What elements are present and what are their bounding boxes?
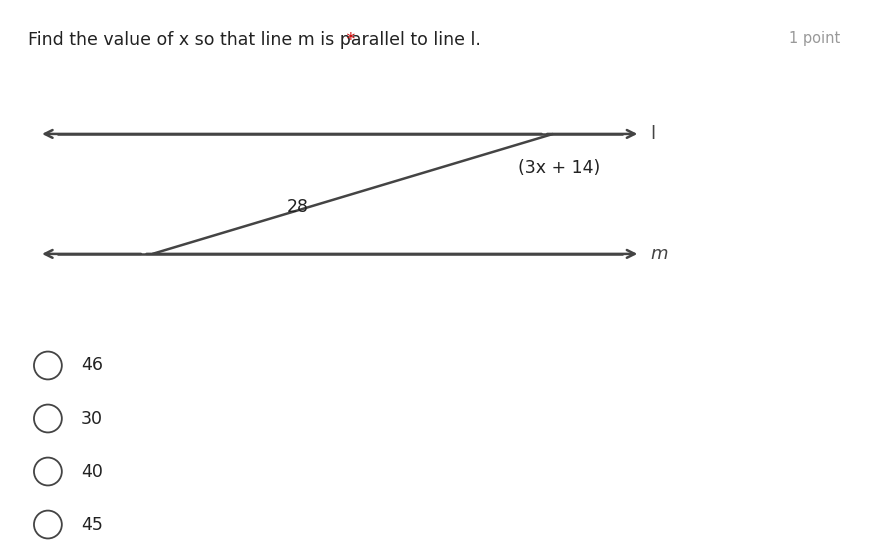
Text: l: l: [651, 125, 656, 143]
Text: 28: 28: [287, 198, 308, 216]
Text: *: *: [341, 31, 355, 49]
Text: Find the value of x so that line m is parallel to line l.: Find the value of x so that line m is pa…: [28, 31, 481, 49]
Text: 40: 40: [81, 463, 103, 480]
Text: 46: 46: [81, 357, 103, 374]
Text: (3x + 14): (3x + 14): [518, 159, 600, 177]
Text: 1 point: 1 point: [789, 31, 841, 46]
Text: m: m: [651, 245, 668, 263]
Text: 30: 30: [81, 410, 103, 427]
Text: 45: 45: [81, 516, 103, 533]
